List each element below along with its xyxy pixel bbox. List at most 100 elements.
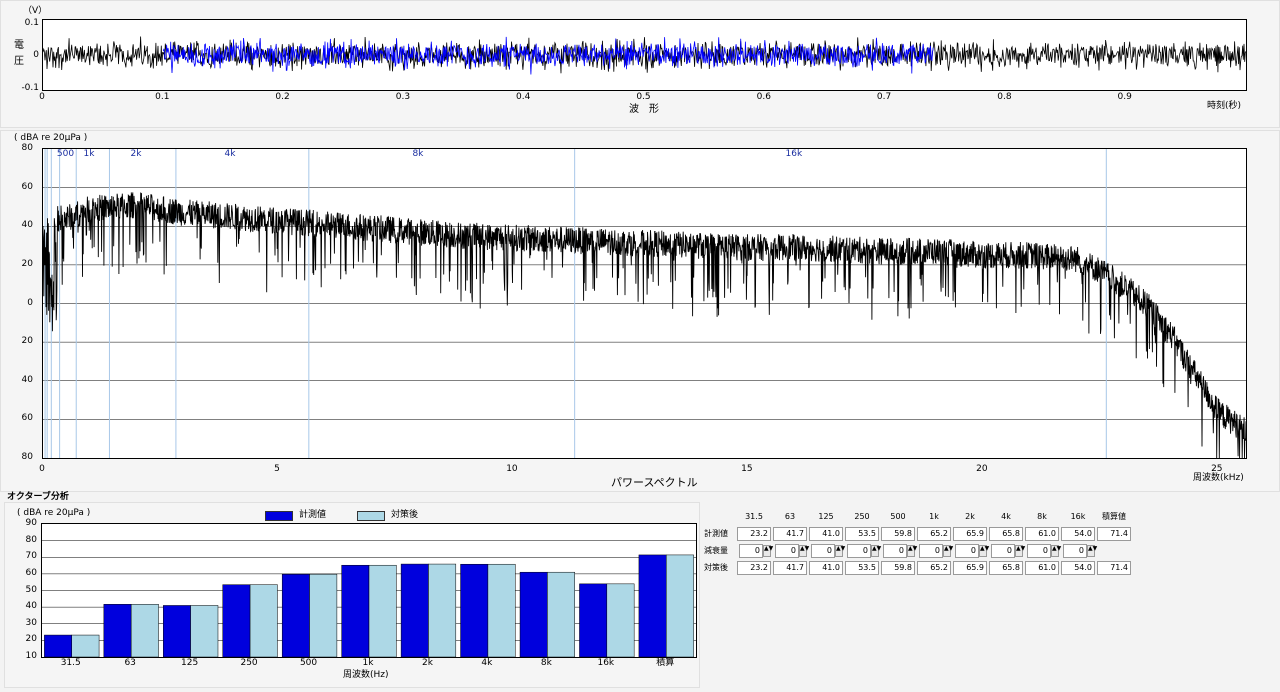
spectrum-band-label: 16k bbox=[785, 149, 803, 159]
spectrum-xtick: 15 bbox=[741, 464, 753, 474]
attenuation-value[interactable]: 0 bbox=[775, 543, 799, 558]
attenuation-value[interactable]: 0 bbox=[811, 543, 835, 558]
spectrum-xtick: 20 bbox=[976, 464, 988, 474]
table-cell: 59.8 bbox=[881, 526, 915, 541]
waveform-selected-line bbox=[162, 36, 934, 75]
spin-arrows-icon[interactable]: ▲▼ bbox=[943, 544, 953, 557]
table-cell: 54.0 bbox=[1061, 560, 1095, 575]
octave-plot[interactable] bbox=[41, 523, 697, 658]
waveform-ytick: 0 bbox=[33, 50, 39, 60]
spectrum-ytick: 60 bbox=[21, 181, 33, 192]
attenuation-value[interactable]: 0 bbox=[919, 543, 943, 558]
attenuation-value[interactable]: 0 bbox=[991, 543, 1015, 558]
attenuation-stepper[interactable]: 0 ▲▼ bbox=[1061, 543, 1097, 558]
waveform-ylabel-2: 圧 bbox=[14, 56, 24, 67]
attenuation-value[interactable]: 0 bbox=[847, 543, 871, 558]
octave-xtick: 4k bbox=[481, 658, 493, 668]
table-cell: 65.9 bbox=[953, 526, 987, 541]
octave-table: 31.5 63 125 250 500 1k 2k 4k 8k 16k 積算値 計測値 23.2 41.7… bbox=[704, 508, 1132, 576]
spectrum-band-label: 1k bbox=[83, 149, 95, 159]
legend-measured-label: 計測値 bbox=[299, 510, 327, 520]
spectrum-ytick: 80 bbox=[21, 143, 33, 153]
attenuation-stepper[interactable]: 0 ▲▼ bbox=[953, 543, 989, 558]
octave-xtick: 500 bbox=[299, 658, 318, 668]
attenuation-stepper[interactable]: 0 ▲▼ bbox=[809, 543, 845, 558]
waveform-xtick: 0.2 bbox=[275, 92, 290, 102]
spin-arrows-icon[interactable]: ▲▼ bbox=[763, 544, 773, 557]
table-cell: 65.8 bbox=[989, 526, 1023, 541]
attenuation-value[interactable]: 0 bbox=[1063, 543, 1087, 558]
table-row: 計測値 23.2 41.7 41.0 53.5 59.8 65.2 65.9 65.8 61.0 5… bbox=[704, 525, 1132, 542]
spectrum-line bbox=[42, 192, 1247, 459]
spin-arrows-icon[interactable]: ▲▼ bbox=[835, 544, 845, 557]
table-cell: 41.7 bbox=[773, 560, 807, 575]
waveform-unit-label: （V） bbox=[23, 6, 48, 16]
attenuation-stepper[interactable]: 0 ▲▼ bbox=[773, 543, 809, 558]
spectrum-ytick: 20 bbox=[21, 258, 33, 269]
spectrum-xtick: 0 bbox=[39, 464, 45, 474]
attenuation-stepper[interactable]: 0 ▲▼ bbox=[845, 543, 881, 558]
octave-bars bbox=[42, 540, 696, 658]
waveform-ytick: 0.1 bbox=[24, 18, 39, 28]
waveform-plot[interactable] bbox=[42, 19, 1247, 91]
octave-ytick: 20 bbox=[25, 634, 37, 645]
attenuation-stepper[interactable]: 0 ▲▼ bbox=[989, 543, 1025, 558]
spin-arrows-icon[interactable]: ▲▼ bbox=[979, 544, 989, 557]
table-cell: 41.7 bbox=[773, 526, 807, 541]
bar-treated bbox=[368, 564, 397, 658]
spectrum-panel: ( dBA re 20μPa ) 80 60 40 20 0 20 40 60 80 500 1k… bbox=[0, 130, 1280, 492]
table-row-label: 計測値 bbox=[704, 529, 728, 538]
waveform-xtick: 0 bbox=[39, 92, 45, 102]
attenuation-value[interactable]: 0 bbox=[883, 543, 907, 558]
spectrum-band-label: 2k bbox=[130, 149, 142, 159]
attenuation-stepper[interactable]: 0 ▲▼ bbox=[881, 543, 917, 558]
waveform-ytick: -0.1 bbox=[21, 83, 39, 93]
waveform-trace bbox=[42, 36, 1247, 75]
table-cell: 53.5 bbox=[845, 560, 879, 575]
spin-arrows-icon[interactable]: ▲▼ bbox=[871, 544, 881, 557]
bar-treated bbox=[606, 583, 635, 658]
table-cell: 71.4 bbox=[1097, 560, 1131, 575]
octave-unit-label: ( dBA re 20μPa ) bbox=[17, 508, 91, 518]
attenuation-stepper[interactable]: 0 ▲▼ bbox=[1025, 543, 1061, 558]
spin-arrows-icon[interactable]: ▲▼ bbox=[1015, 544, 1025, 557]
spectrum-xtick: 10 bbox=[506, 464, 518, 474]
spectrum-xlabel: 周波数(kHz) bbox=[1193, 473, 1244, 483]
attenuation-value[interactable]: 0 bbox=[739, 543, 763, 558]
octave-section-title: オクターブ分析 bbox=[7, 492, 69, 502]
octave-ytick: 80 bbox=[25, 534, 37, 545]
table-col-header: 8k bbox=[1037, 512, 1047, 521]
table-cell: 71.4 bbox=[1097, 526, 1131, 541]
spin-arrows-icon[interactable]: ▲▼ bbox=[907, 544, 917, 557]
table-col-header: 63 bbox=[784, 512, 796, 521]
bar-measured bbox=[460, 563, 489, 658]
bar-measured bbox=[519, 571, 548, 658]
spin-arrows-icon[interactable]: ▲▼ bbox=[1051, 544, 1061, 557]
spectrum-band-label: 4k bbox=[224, 149, 236, 159]
legend-treated-label: 対策後 bbox=[391, 510, 419, 520]
bar-treated bbox=[309, 573, 338, 658]
octave-xtick: 31.5 bbox=[60, 658, 81, 668]
attenuation-value[interactable]: 0 bbox=[955, 543, 979, 558]
spectrum-plot[interactable] bbox=[42, 148, 1247, 459]
octave-xtick: 2k bbox=[421, 658, 433, 668]
table-cell: 53.5 bbox=[845, 526, 879, 541]
attenuation-stepper[interactable]: 0 ▲▼ bbox=[737, 543, 773, 558]
spin-arrows-icon[interactable]: ▲▼ bbox=[1087, 544, 1097, 557]
spectrum-ytick: 40 bbox=[21, 374, 33, 385]
octave-ytick: 70 bbox=[25, 551, 37, 562]
waveform-xtick: 0.1 bbox=[155, 92, 170, 102]
octave-xtick: 積算 bbox=[656, 658, 675, 668]
bar-measured bbox=[341, 564, 370, 658]
waveform-xtick: 0.8 bbox=[997, 92, 1012, 102]
waveform-xtick: 0.7 bbox=[876, 92, 892, 102]
waveform-xtick: 0.5 bbox=[636, 92, 651, 102]
attenuation-stepper[interactable]: 0 ▲▼ bbox=[917, 543, 953, 558]
octave-ytick: 60 bbox=[25, 567, 37, 578]
spectrum-ytick: 0 bbox=[27, 297, 33, 308]
spin-arrows-icon[interactable]: ▲▼ bbox=[799, 544, 809, 557]
bar-treated bbox=[130, 604, 159, 658]
octave-ytick: 10 bbox=[25, 651, 37, 661]
attenuation-value[interactable]: 0 bbox=[1027, 543, 1051, 558]
spectrum-xtick: 25 bbox=[1211, 464, 1223, 474]
